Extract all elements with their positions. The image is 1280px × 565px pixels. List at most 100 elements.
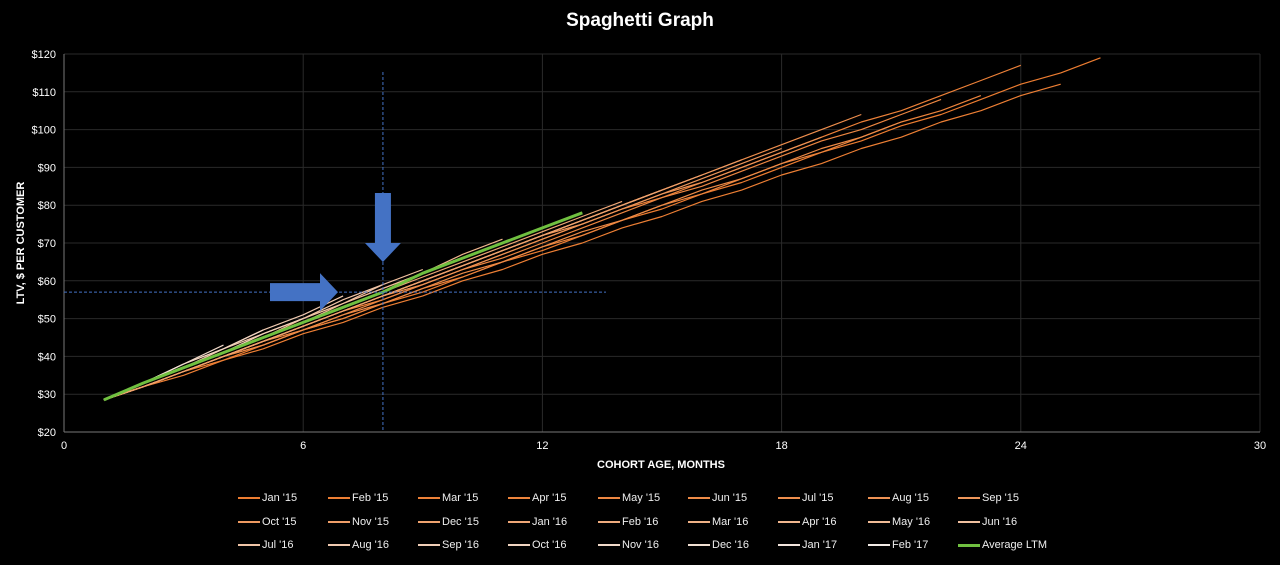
series-line-jul-15 [103,113,862,401]
x-tick-label: 6 [300,440,306,452]
right-arrow-icon [270,273,338,312]
legend-label: Average LTM [982,539,1048,551]
legend-label: Oct '16 [532,539,567,551]
legend-label: Jul '16 [262,539,294,551]
legend-swatch [688,520,710,523]
legend-swatch [238,544,260,546]
y-tick-label: $40 [38,351,56,363]
y-axis-label: LTV, $ PER CUSTOMER [15,182,27,305]
legend-label: Jun '15 [712,492,748,504]
legend-swatch [238,520,260,523]
legend-item: Jul '15 [778,492,833,504]
legend-swatch [508,520,530,523]
legend-swatch [688,497,710,499]
legend-item: Apr '16 [778,516,837,528]
y-tick-label: $80 [38,200,56,212]
legend-item: Dec '15 [418,516,479,528]
legend-item: Sep '16 [418,539,479,551]
legend-label: Apr '16 [802,515,837,528]
legend-label: Nov '16 [622,539,659,551]
chart-title: Spaghetti Graph [566,10,714,31]
x-axis-label: COHORT AGE, MONTHS [597,459,725,471]
legend-swatch [598,497,620,499]
legend-swatch [868,544,890,546]
legend-swatch [238,497,260,499]
series-line-average-ltm [103,211,583,402]
legend-swatch [958,520,980,523]
legend-item: Mar '15 [418,492,478,504]
y-tick-label: $30 [38,389,56,401]
legend-item: Jun '15 [688,492,747,504]
y-tick-label: $90 [38,162,56,174]
legend-label: Oct '15 [262,515,297,528]
legend-swatch [868,497,890,499]
x-tick-label: 12 [536,440,548,452]
series-line-feb-15 [103,83,1061,401]
legend-label: Nov '15 [352,515,389,528]
legend-label: Dec '16 [712,539,749,551]
legend-item: Oct '15 [238,516,297,528]
legend-swatch [328,544,350,546]
legend-item: Average LTM [958,539,1047,551]
legend-label: Feb '17 [892,539,929,551]
legend-swatch [508,544,530,546]
x-tick-label: 0 [61,440,67,452]
x-tick-label: 18 [775,440,787,452]
legend-item: May '15 [598,492,660,504]
legend-item: Jun '16 [958,516,1017,528]
legend-swatch [418,497,440,499]
legend-label: Feb '15 [352,492,389,504]
legend-swatch [778,497,800,499]
legend-item: Mar '16 [688,516,748,528]
legend-label: Aug '15 [892,492,929,504]
legend-label: May '15 [622,492,661,504]
legend-item: Jan '15 [238,492,297,504]
legend-label: Mar '15 [442,492,479,504]
legend-label: Aug '16 [352,539,389,551]
x-tick-label: 24 [1015,440,1027,452]
legend-item: Feb '16 [598,516,658,528]
y-tick-label: $20 [38,427,56,439]
down-arrow-icon [364,193,401,262]
legend-item: Dec '16 [688,539,749,551]
legend-label: Jun '16 [982,515,1018,528]
legend-item: Oct '16 [508,539,567,551]
y-tick-label: $50 [38,314,56,326]
legend-item: Aug '15 [868,492,929,504]
legend-swatch [778,544,800,546]
legend-item: Nov '16 [598,539,659,551]
legend-swatch [328,520,350,523]
legend-item: Sep '15 [958,492,1019,504]
legend-label: May '16 [892,515,931,528]
y-tick-label: $100 [32,125,56,137]
legend-swatch [688,544,710,546]
legend-item: May '16 [868,516,930,528]
legend-label: Sep '16 [442,539,479,551]
series-line-jun-15 [103,121,902,401]
legend-item: Feb '17 [868,539,928,551]
legend-swatch [598,520,620,523]
legend-swatch [418,520,440,523]
legend-swatch [778,520,800,523]
legend-label: Apr '15 [532,492,567,504]
legend-item: Nov '15 [328,516,389,528]
legend-swatch [508,497,530,499]
legend-item: Aug '16 [328,539,389,551]
legend-label: Feb '16 [622,515,659,528]
series-line-sep-15 [103,147,782,401]
legend-label: Mar '16 [712,515,749,528]
legend-swatch [958,497,980,499]
legend-swatch [958,543,980,547]
series-line-jan-15 [103,57,1101,401]
y-tick-label: $120 [32,49,56,61]
legend-item: Jan '17 [778,539,837,551]
legend-item: Jul '16 [238,539,293,551]
legend-swatch [868,520,890,523]
legend-item: Jan '16 [508,516,567,528]
legend-label: Jan '15 [262,492,298,504]
legend-label: Jan '16 [532,515,568,528]
legend-label: Sep '15 [982,492,1019,504]
legend-item: Feb '15 [328,492,388,504]
y-tick-label: $70 [38,238,56,250]
